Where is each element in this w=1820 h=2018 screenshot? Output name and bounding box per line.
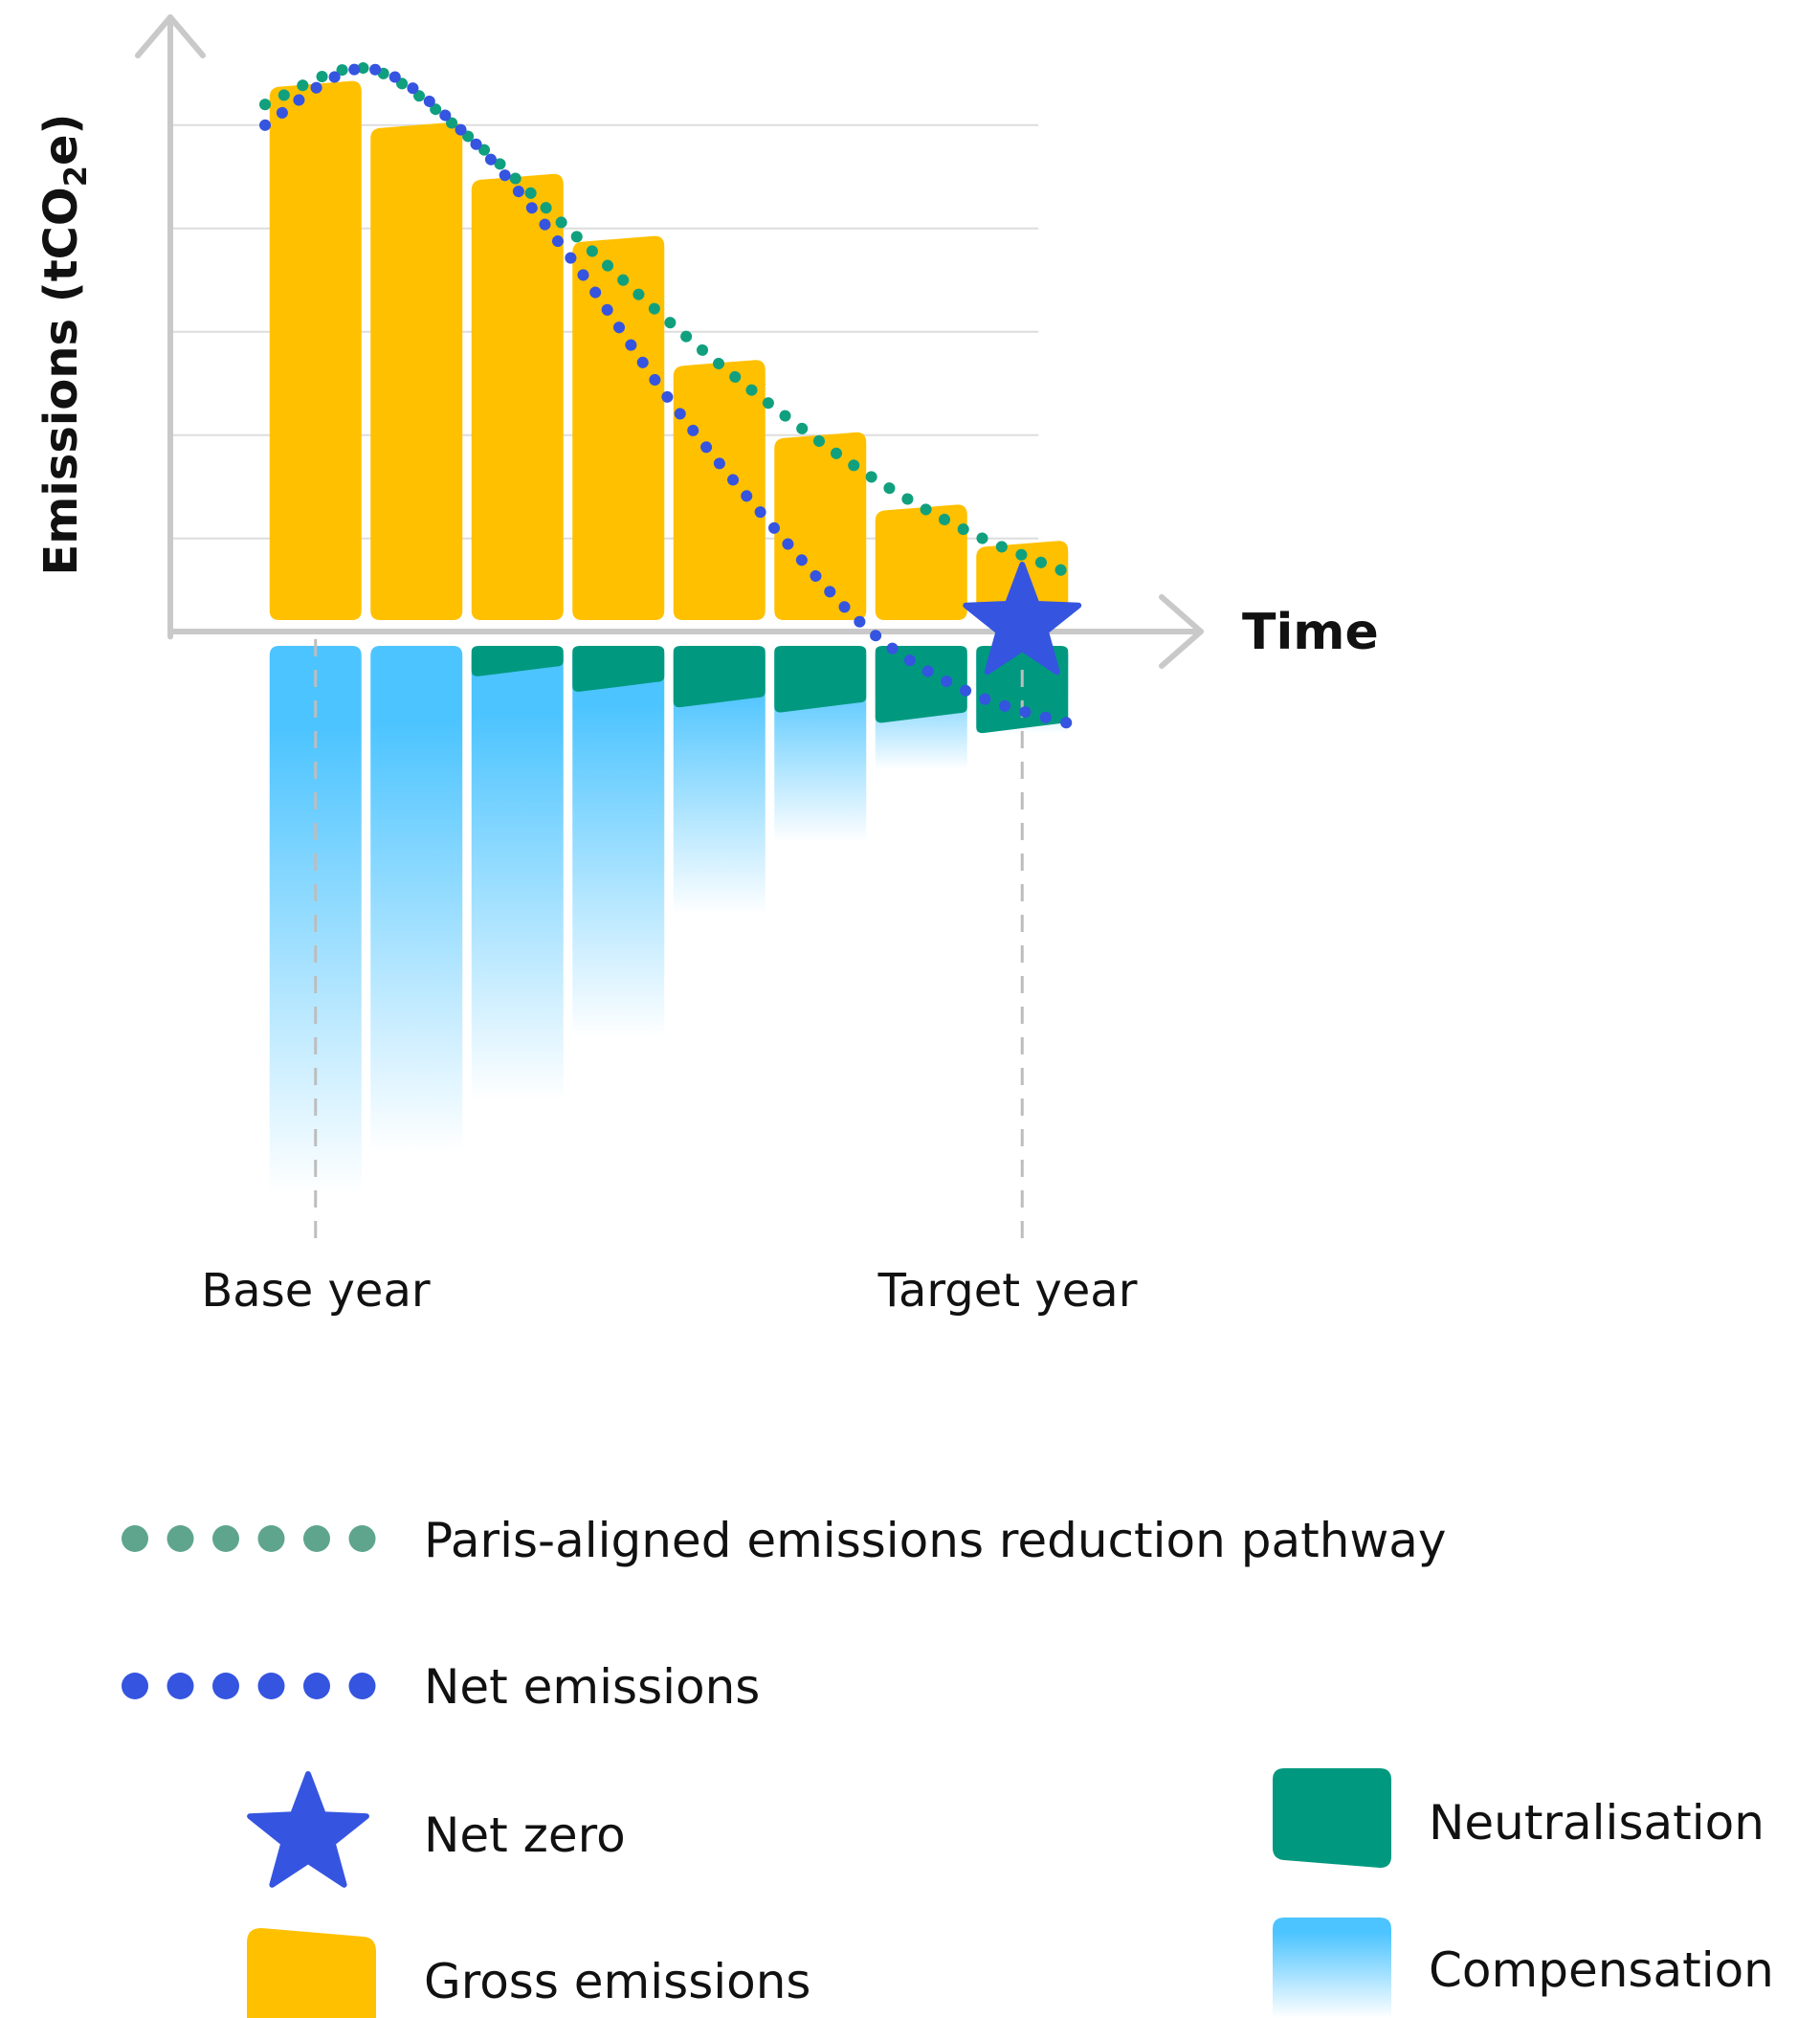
- legend-dot: [122, 1525, 148, 1552]
- gross-emissions-bar: [875, 504, 967, 620]
- legend-dot: [348, 1673, 376, 1699]
- legend-label-paris: Paris-aligned emissions reduction pathwa…: [424, 1513, 1447, 1568]
- y-axis-arrow: [135, 14, 206, 58]
- neutralisation-bar: [976, 646, 1069, 734]
- compensation-bar: [572, 646, 665, 1039]
- paris-pathway-legend-icon: [122, 1525, 376, 1552]
- paris-pathway-line: [259, 61, 1078, 581]
- star-icon: [247, 1771, 369, 1888]
- legend-dot: [257, 1673, 285, 1699]
- gross-emissions-bar: [471, 173, 564, 621]
- legend-dot: [212, 1673, 239, 1699]
- compensation-bar: [673, 646, 766, 915]
- legend: Paris-aligned emissions reduction pathwa…: [122, 1513, 1774, 2018]
- neutralisation-bar: [673, 646, 766, 708]
- neutralisation-bar: [875, 646, 967, 723]
- net-emissions-line: [259, 62, 1078, 731]
- neutralisation-bar: [572, 646, 665, 692]
- year-markers: [314, 639, 1024, 1246]
- legend-dot: [257, 1525, 285, 1552]
- base-year-label: Base year: [201, 1264, 430, 1318]
- gross-emissions-bar: [572, 235, 665, 620]
- pathway-lines: [259, 61, 1078, 731]
- target-year-label: Target year: [877, 1264, 1138, 1318]
- legend-dot: [166, 1673, 194, 1699]
- light-blue-gradient-swatch: [1273, 1918, 1391, 2018]
- bars: [269, 80, 1069, 1194]
- net-zero-star-icon: [963, 562, 1082, 676]
- gross-emissions-bar: [269, 80, 362, 621]
- gross-emissions-bar: [370, 122, 463, 621]
- x-axis-arrow: [1159, 594, 1204, 669]
- legend-label-neutralisation: Neutralisation: [1429, 1795, 1765, 1851]
- legend-label-net-emissions: Net emissions: [424, 1659, 760, 1715]
- legend-dot: [303, 1673, 330, 1699]
- teal-bar-swatch: [1273, 1768, 1391, 1868]
- compensation-bar: [370, 646, 463, 1153]
- legend-dot: [122, 1673, 148, 1699]
- neutralisation-bar: [774, 646, 867, 713]
- neutralisation-bar: [471, 646, 564, 676]
- legend-label-net-zero: Net zero: [424, 1807, 626, 1863]
- y-axis-title: Emissions (tCO2e): [34, 114, 94, 576]
- gross-emissions-bar: [673, 360, 766, 620]
- yellow-bar-swatch: [247, 1928, 376, 2018]
- legend-label-gross-emissions: Gross emissions: [424, 1954, 810, 2009]
- compensation-bar: [471, 646, 564, 1101]
- gross-emissions-bar: [774, 432, 867, 620]
- legend-dot: [166, 1525, 194, 1552]
- legend-dot: [303, 1525, 330, 1552]
- net-emissions-legend-icon: [122, 1673, 376, 1699]
- legend-dot: [212, 1525, 239, 1552]
- net-zero-marker: [963, 562, 1082, 676]
- legend-label-compensation: Compensation: [1429, 1942, 1774, 1998]
- x-axis-title: Time: [1242, 604, 1379, 661]
- legend-dot: [348, 1525, 376, 1552]
